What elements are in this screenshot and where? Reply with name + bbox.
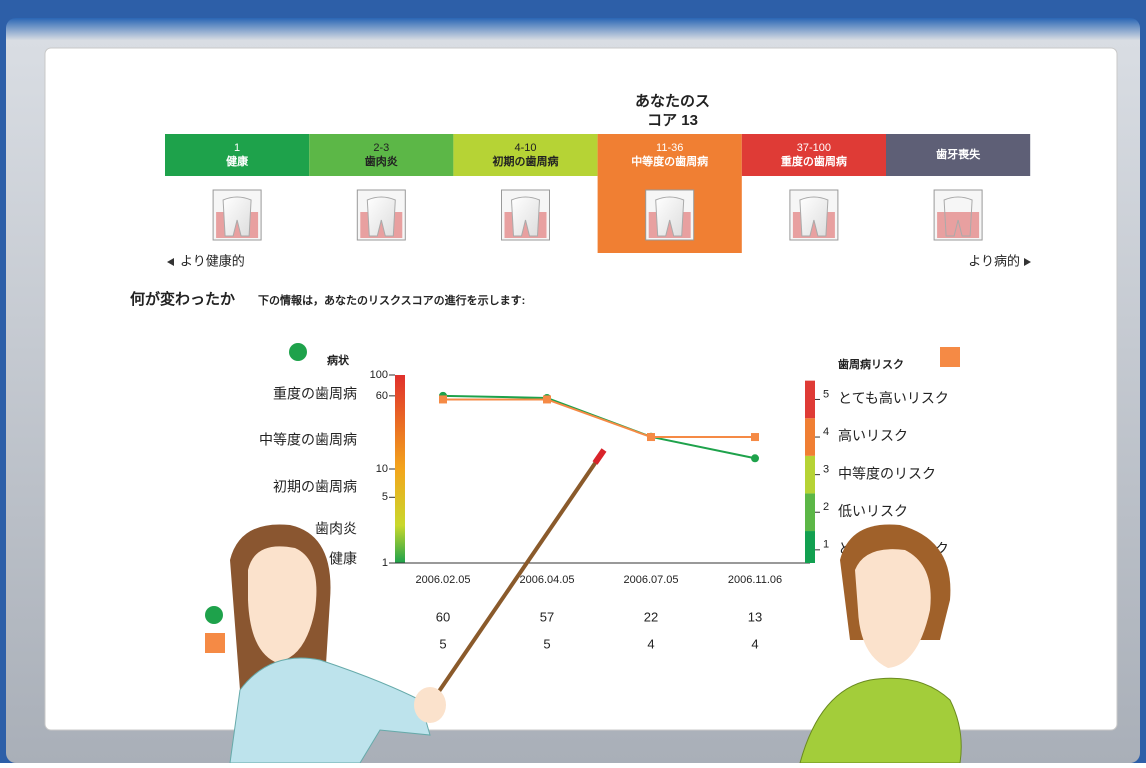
right-axis-band	[805, 380, 815, 419]
y-band-label: 健康	[329, 551, 357, 567]
y2-tick-name: とても高いリスク	[838, 390, 949, 406]
face	[248, 546, 317, 662]
score-title: あなたのスコア 13	[634, 93, 710, 129]
y-tick-label: 10	[376, 463, 388, 475]
point	[439, 395, 447, 404]
left-axis-bar	[395, 375, 405, 563]
y2-tick-name: 高いリスク	[838, 428, 908, 444]
right-axis-band	[805, 531, 815, 563]
y-band-label: 歯肉炎	[315, 521, 357, 537]
stage-name: 初期の歯周病	[493, 154, 559, 168]
legend-square	[940, 347, 960, 367]
table-value: 13	[748, 609, 762, 624]
right-axis-band	[805, 418, 815, 456]
table-value: 60	[436, 609, 450, 624]
row-dot	[205, 606, 223, 624]
table-value: 5	[543, 636, 550, 651]
stage-range: 4-10	[514, 142, 536, 154]
tooth	[366, 196, 396, 237]
tooth	[510, 196, 541, 237]
stage-name: 健康	[226, 154, 249, 168]
hand	[414, 687, 446, 723]
x-tick-label: 2006.04.05	[519, 574, 574, 586]
table-value: 22	[644, 609, 658, 624]
point	[751, 433, 759, 442]
chart: 151060100重度の歯周病中等度の歯周病初期の歯周病歯肉炎健康1とても低いリ…	[259, 369, 949, 652]
score-box: あなたのスコア 13	[634, 93, 710, 129]
legend-label: 歯周病リスク	[838, 357, 904, 371]
y-tick-label: 1	[382, 557, 388, 569]
y2-tick-label: 2	[823, 501, 829, 513]
point	[543, 395, 551, 404]
stage-name: 重度の歯周病	[781, 154, 847, 168]
pointer	[416, 454, 602, 724]
y-band-label: 中等度の歯周病	[259, 432, 357, 448]
stage-range: 2-3	[373, 142, 389, 154]
nav-right: より病的	[968, 253, 1020, 268]
stage-cell	[309, 134, 454, 176]
right-axis-band	[805, 455, 815, 494]
tooth	[799, 196, 829, 237]
stage-cell	[453, 134, 598, 176]
x-tick-label: 2006.02.05	[415, 574, 470, 586]
legend-label: 病状	[327, 353, 350, 367]
subheading: 下の情報は，あなたのリスクスコアの進行を示します:	[258, 293, 525, 307]
heading: 何が変わったか	[130, 290, 235, 308]
x-tick-label: 2006.07.05	[623, 574, 678, 586]
right-axis-band	[805, 493, 815, 532]
stage-name: 中等度の歯周病	[631, 154, 708, 168]
stage-cell	[165, 134, 310, 176]
stage-cell	[741, 134, 886, 176]
table-value: 4	[647, 636, 654, 651]
y2-tick-name: 低いリスク	[838, 503, 908, 519]
y-tick-label: 5	[382, 491, 388, 503]
series-line	[443, 398, 755, 439]
table-value: 57	[540, 609, 554, 624]
y-band-label: 重度の歯周病	[273, 386, 357, 402]
y2-tick-label: 1	[823, 539, 829, 551]
tooth	[943, 196, 973, 237]
legend-dot	[289, 343, 307, 361]
y2-tick-name: 中等度のリスク	[838, 465, 936, 481]
row-square	[205, 633, 225, 653]
characters	[229, 448, 962, 764]
gum	[937, 212, 980, 238]
x-tick-label: 2006.11.06	[728, 574, 782, 586]
arrow-right	[1024, 258, 1031, 266]
point	[647, 433, 655, 442]
table-value: 4	[751, 636, 758, 651]
arrow-left	[167, 258, 174, 266]
tooth	[222, 196, 252, 237]
stage-range: 1	[234, 142, 240, 154]
stage-name: 歯肉炎	[365, 154, 398, 168]
y-tick-label: 60	[376, 390, 388, 402]
y2-tick-label: 3	[823, 464, 829, 476]
point	[751, 454, 759, 463]
stage-range: 37-100	[797, 142, 831, 154]
stage-cell	[886, 134, 1031, 176]
stage-name: 歯牙喪失	[936, 147, 981, 161]
y2-tick-label: 5	[823, 388, 829, 400]
shirt	[799, 677, 962, 764]
y-band-label: 初期の歯周病	[273, 479, 357, 495]
tooth	[655, 196, 685, 237]
stage-range: 11-36	[656, 142, 683, 154]
y-tick-label: 100	[370, 369, 388, 381]
nav-left: より健康的	[180, 253, 245, 268]
table-value: 5	[439, 636, 446, 651]
face	[855, 549, 931, 668]
pointer-tip	[592, 448, 607, 465]
y2-tick-label: 4	[823, 426, 829, 438]
